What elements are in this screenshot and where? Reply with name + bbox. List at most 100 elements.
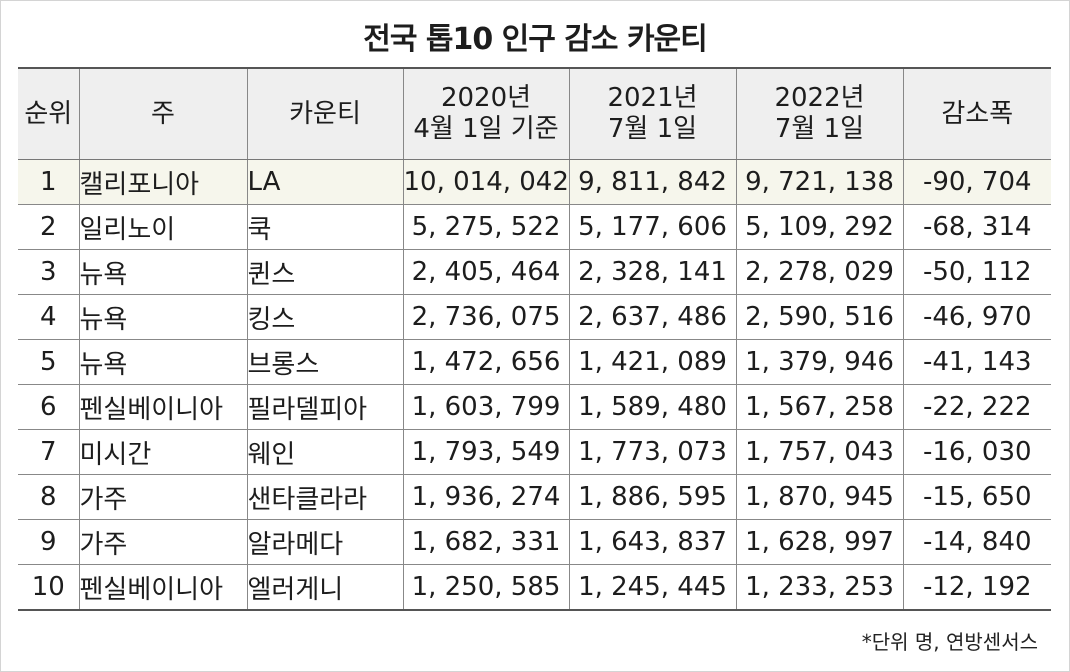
cell-y2020: 5, 275, 522 bbox=[402, 204, 570, 250]
cell-state: 뉴욕 bbox=[78, 249, 248, 295]
table-row: 2 일리노이 쿡 5, 275, 522 5, 177, 606 5, 109, 292-… bbox=[18, 204, 1051, 250]
cell-y2020: 2, 736, 075 bbox=[402, 294, 570, 340]
cell-decrease: -50, 112 bbox=[902, 249, 1051, 295]
cell-state: 뉴욕 bbox=[78, 339, 248, 385]
cell-state: 가주 bbox=[78, 474, 248, 520]
cell-y2020: 10, 014, 042 bbox=[402, 159, 570, 205]
cell-y2022: 1, 233, 253 bbox=[735, 564, 904, 611]
cell-county: 웨인 bbox=[246, 429, 404, 475]
cell-rank: 5 bbox=[18, 339, 80, 385]
cell-y2020: 1, 793, 549 bbox=[402, 429, 570, 475]
cell-county: 쿡 bbox=[246, 204, 404, 250]
cell-y2021: 1, 245, 445 bbox=[568, 564, 737, 611]
cell-y2020: 1, 250, 585 bbox=[402, 564, 570, 611]
table-row: 9 가주 알라메다 1, 682, 331 1, 643, 837 1, 628, 997… bbox=[18, 519, 1051, 565]
header-rank: 순위 bbox=[18, 67, 80, 160]
cell-y2021: 1, 773, 073 bbox=[568, 429, 737, 475]
table-row: 4 뉴욕 킹스 2, 736, 075 2, 637, 486 2, 590, 516 -4… bbox=[18, 294, 1051, 340]
cell-decrease: -68, 314 bbox=[902, 204, 1051, 250]
table-row: 1 캘리포니아 LA 10, 014, 042 9, 811, 842 9, 721, 1… bbox=[18, 159, 1051, 205]
table-body: 1 캘리포니아 LA 10, 014, 042 9, 811, 842 9, 721, 1… bbox=[18, 159, 1051, 611]
cell-state: 미시간 bbox=[78, 429, 248, 475]
header-decrease-label: 감소폭 bbox=[941, 98, 1014, 129]
cell-y2022: 5, 109, 292 bbox=[735, 204, 904, 250]
cell-rank: 6 bbox=[18, 384, 80, 430]
header-2022: 2022년 7월 1일 bbox=[735, 67, 904, 160]
cell-rank: 10 bbox=[18, 564, 80, 611]
cell-decrease: -14, 840 bbox=[902, 519, 1051, 565]
header-2020-date: 4월 1일 기준 bbox=[413, 114, 559, 144]
cell-state: 캘리포니아 bbox=[78, 159, 248, 205]
cell-rank: 7 bbox=[18, 429, 80, 475]
cell-y2021: 1, 886, 595 bbox=[568, 474, 737, 520]
source-note: *단위 명, 연방센서스 bbox=[861, 630, 1038, 654]
cell-y2022: 1, 379, 946 bbox=[735, 339, 904, 385]
cell-y2022: 2, 278, 029 bbox=[735, 249, 904, 295]
cell-y2020: 1, 472, 656 bbox=[402, 339, 570, 385]
cell-decrease: -12, 192 bbox=[902, 564, 1051, 611]
cell-county: 알라메다 bbox=[246, 519, 404, 565]
header-2021-year: 2021년 bbox=[607, 83, 698, 113]
header-2021: 2021년 7월 1일 bbox=[568, 67, 737, 160]
table-row: 3 뉴욕 퀸스 2, 405, 464 2, 328, 141 2, 278, 029 -5… bbox=[18, 249, 1051, 295]
table-row: 5 뉴욕 브롱스 1, 472, 656 1, 421, 089 1, 379, 946-… bbox=[18, 339, 1051, 385]
header-county: 카운티 bbox=[246, 67, 404, 160]
table-row: 7 미시간 웨인 1, 793, 549 1, 773, 073 1, 757, 043-… bbox=[18, 429, 1051, 475]
cell-decrease: -22, 222 bbox=[902, 384, 1051, 430]
cell-rank: 8 bbox=[18, 474, 80, 520]
cell-county: 퀸스 bbox=[246, 249, 404, 295]
cell-y2022: 9, 721, 138 bbox=[735, 159, 904, 205]
header-state: 주 bbox=[78, 67, 248, 160]
cell-rank: 3 bbox=[18, 249, 80, 295]
header-2022-date: 7월 1일 bbox=[774, 114, 865, 144]
table-row: 10 펜실베이니아 엘러게니 1, 250, 585 1, 245, 445 1, 233… bbox=[18, 564, 1051, 611]
cell-state: 일리노이 bbox=[78, 204, 248, 250]
cell-y2021: 1, 589, 480 bbox=[568, 384, 737, 430]
cell-y2022: 1, 567, 258 bbox=[735, 384, 904, 430]
cell-decrease: -46, 970 bbox=[902, 294, 1051, 340]
header-decrease: 감소폭 bbox=[902, 67, 1051, 160]
cell-y2020: 2, 405, 464 bbox=[402, 249, 570, 295]
cell-rank: 1 bbox=[18, 159, 80, 205]
cell-y2020: 1, 603, 799 bbox=[402, 384, 570, 430]
cell-decrease: -90, 704 bbox=[902, 159, 1051, 205]
cell-state: 뉴욕 bbox=[78, 294, 248, 340]
cell-county: 엘러게니 bbox=[246, 564, 404, 611]
header-rank-label: 순위 bbox=[24, 98, 73, 129]
cell-state: 가주 bbox=[78, 519, 248, 565]
cell-rank: 2 bbox=[18, 204, 80, 250]
cell-decrease: -41, 143 bbox=[902, 339, 1051, 385]
table-title: 전국 톱10 인구 감소 카운티 bbox=[363, 22, 708, 57]
header-2021-date: 7월 1일 bbox=[607, 114, 698, 144]
cell-y2021: 9, 811, 842 bbox=[568, 159, 737, 205]
cell-county: 킹스 bbox=[246, 294, 404, 340]
cell-y2021: 5, 177, 606 bbox=[568, 204, 737, 250]
cell-rank: 4 bbox=[18, 294, 80, 340]
cell-y2021: 2, 328, 141 bbox=[568, 249, 737, 295]
cell-y2021: 1, 421, 089 bbox=[568, 339, 737, 385]
header-county-label: 카운티 bbox=[289, 98, 361, 129]
header-2020: 2020년 4월 1일 기준 bbox=[402, 67, 570, 160]
header-state-label: 주 bbox=[151, 98, 175, 129]
header-row: 순위 주 카운티 2020년 4월 1일 기준 2021년 7월 1일 2022… bbox=[18, 67, 1051, 160]
cell-y2021: 2, 637, 486 bbox=[568, 294, 737, 340]
cell-rank: 9 bbox=[18, 519, 80, 565]
header-2022-year: 2022년 bbox=[774, 83, 865, 113]
cell-y2020: 1, 682, 331 bbox=[402, 519, 570, 565]
cell-county: 필라델피아 bbox=[246, 384, 404, 430]
cell-decrease: -16, 030 bbox=[902, 429, 1051, 475]
table-row: 6 펜실베이니아 필라델피아 1, 603, 799 1, 589, 480 1, 567… bbox=[18, 384, 1051, 430]
cell-y2020: 1, 936, 274 bbox=[402, 474, 570, 520]
cell-decrease: -15, 650 bbox=[902, 474, 1051, 520]
cell-county: 샌타클라라 bbox=[246, 474, 404, 520]
table-row: 8 가주 샌타클라라 1, 936, 274 1, 886, 595 1, 870, 94… bbox=[18, 474, 1051, 520]
cell-county: LA bbox=[246, 159, 404, 205]
cell-y2022: 1, 628, 997 bbox=[735, 519, 904, 565]
header-2020-year: 2020년 bbox=[440, 83, 532, 113]
cell-state: 펜실베이니아 bbox=[78, 564, 248, 611]
cell-county: 브롱스 bbox=[246, 339, 404, 385]
population-table: 순위 주 카운티 2020년 4월 1일 기준 2021년 7월 1일 2022… bbox=[18, 67, 1051, 611]
cell-y2022: 1, 757, 043 bbox=[735, 429, 904, 475]
cell-state: 펜실베이니아 bbox=[78, 384, 248, 430]
cell-y2022: 2, 590, 516 bbox=[735, 294, 904, 340]
